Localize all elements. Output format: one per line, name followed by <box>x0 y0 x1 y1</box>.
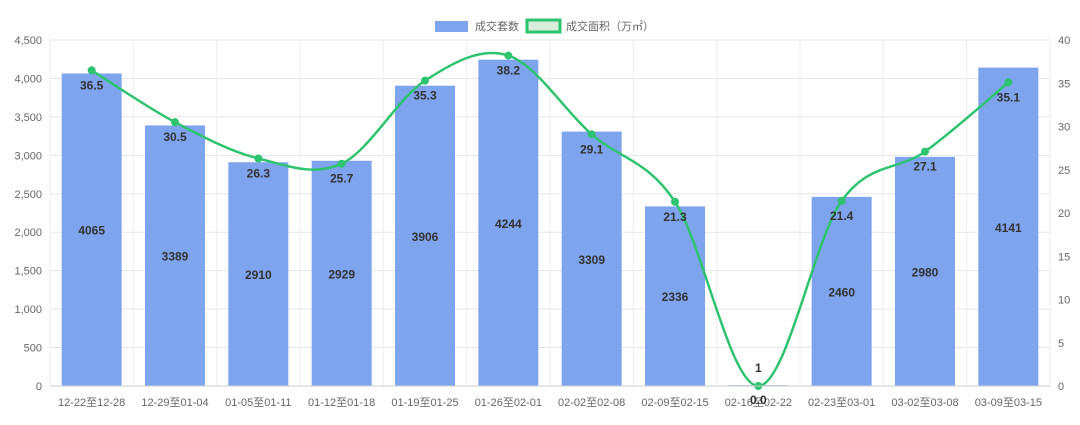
bar-value-label: 2929 <box>328 267 355 281</box>
bar-value-label: 3389 <box>162 250 189 264</box>
bar-value-label: 2910 <box>245 268 272 282</box>
y-right-tick-label: 35 <box>1058 78 1070 90</box>
x-tick-label: 03-02至03-08 <box>891 397 958 409</box>
bar[interactable] <box>311 160 372 386</box>
legend-label-line: 成交面积（万㎡） <box>566 19 654 33</box>
line-value-label: 21.3 <box>663 210 687 224</box>
y-left-tick-label: 2,000 <box>14 227 42 239</box>
bar-series <box>61 59 1039 387</box>
bar-value-label: 3309 <box>578 253 605 267</box>
legend-item-bar[interactable]: 成交套数 <box>435 19 519 33</box>
bar[interactable] <box>895 156 955 386</box>
line-value-label: 25.7 <box>330 172 354 186</box>
line-point[interactable] <box>504 51 513 60</box>
bar-value-label: 1 <box>755 361 762 375</box>
x-tick-label: 01-12至01-18 <box>308 397 375 409</box>
bar[interactable] <box>811 196 872 386</box>
line-value-label: 36.5 <box>80 78 104 92</box>
legend: 成交套数 成交面积（万㎡） <box>435 18 654 34</box>
x-tick-label: 02-02至02-08 <box>558 397 625 409</box>
y-right-tick-label: 15 <box>1058 251 1070 263</box>
y-left-tick-label: 4,500 <box>14 35 42 47</box>
line-point[interactable] <box>254 154 263 163</box>
y-left-tick-label: 1,000 <box>14 304 42 316</box>
x-tick-label: 01-19至01-25 <box>391 397 458 409</box>
y-right-tick-label: 30 <box>1058 122 1070 134</box>
bar-value-label: 2460 <box>828 285 855 299</box>
x-tick-label: 02-23至03-01 <box>808 397 875 409</box>
y-left-tick-label: 500 <box>24 343 42 355</box>
x-tick-label: 02-16至02-22 <box>725 397 792 409</box>
bar-value-label: 4141 <box>995 221 1022 235</box>
x-tick-label: 12-22至12-28 <box>58 397 125 409</box>
x-tick-label: 01-05至01-11 <box>225 397 291 409</box>
bar[interactable] <box>978 67 1039 386</box>
bar-value-label: 4065 <box>78 224 105 238</box>
bar-value-label: 3906 <box>412 230 439 244</box>
line-point[interactable] <box>587 130 596 139</box>
bar-value-label: 2980 <box>912 265 939 279</box>
line-value-label: 29.1 <box>580 142 604 156</box>
bar[interactable] <box>561 131 622 386</box>
line-point[interactable] <box>171 118 179 127</box>
line-point[interactable] <box>337 159 346 168</box>
x-tick-label: 02-09至02-15 <box>641 397 708 409</box>
data-labels: 4065 3389 2910 2929 3906 4244 3309 2336 1 2460 298… <box>78 64 1022 407</box>
y-right-tick-label: 5 <box>1058 338 1064 350</box>
legend-swatch-bar <box>435 21 468 32</box>
line-point[interactable] <box>1004 78 1013 87</box>
line-value-label: 30.5 <box>163 130 187 144</box>
x-tick-label: 12-29至01-04 <box>141 397 208 409</box>
legend-swatch-line <box>525 18 562 34</box>
legend-label-bar: 成交套数 <box>475 19 519 33</box>
y-left-tick-label: 0 <box>36 381 42 393</box>
bar[interactable] <box>228 162 289 386</box>
line-value-label: 0.0 <box>750 393 767 407</box>
bar-value-label: 4244 <box>495 217 522 231</box>
line-point[interactable] <box>421 76 429 85</box>
line-point[interactable] <box>921 147 929 156</box>
legend-item-line[interactable]: 成交面积（万㎡） <box>525 18 654 34</box>
y-left-tick-label: 4,000 <box>14 73 42 85</box>
bar[interactable] <box>645 206 705 386</box>
line-value-label: 26.3 <box>247 167 271 181</box>
y-right-tick-label: 10 <box>1058 295 1070 307</box>
x-tick-label: 03-09至03-15 <box>975 397 1042 409</box>
y-left-tick-label: 2,500 <box>14 189 42 201</box>
y-left-tick-label: 3,000 <box>14 150 42 162</box>
line-value-label: 35.1 <box>997 90 1021 104</box>
bar-value-label: 2336 <box>662 290 689 304</box>
bar[interactable] <box>61 73 122 387</box>
line-point[interactable] <box>671 197 679 206</box>
line-series <box>87 51 1013 390</box>
y-left-tick-label: 3,500 <box>14 112 42 124</box>
y-right-tick-label: 20 <box>1058 208 1070 220</box>
line-value-label: 38.2 <box>497 64 521 78</box>
axes: 0 500 1,000 1,500 2,000 2,500 3,000 3,500 4,000 4… <box>14 35 1070 409</box>
y-right-tick-label: 40 <box>1058 35 1070 47</box>
x-tick-label: 01-26至02-01 <box>475 397 542 409</box>
y-left-tick-label: 1,500 <box>14 266 42 278</box>
bar[interactable] <box>145 125 205 386</box>
line-point[interactable] <box>837 196 846 205</box>
line-value-label: 27.1 <box>913 160 937 174</box>
line-point[interactable] <box>87 66 96 75</box>
line-value-label: 21.4 <box>830 209 854 223</box>
line-value-label: 35.3 <box>413 89 437 103</box>
bar[interactable] <box>395 85 455 386</box>
y-right-tick-label: 0 <box>1058 381 1064 393</box>
bar[interactable] <box>478 59 539 386</box>
y-right-tick-label: 25 <box>1058 165 1070 177</box>
